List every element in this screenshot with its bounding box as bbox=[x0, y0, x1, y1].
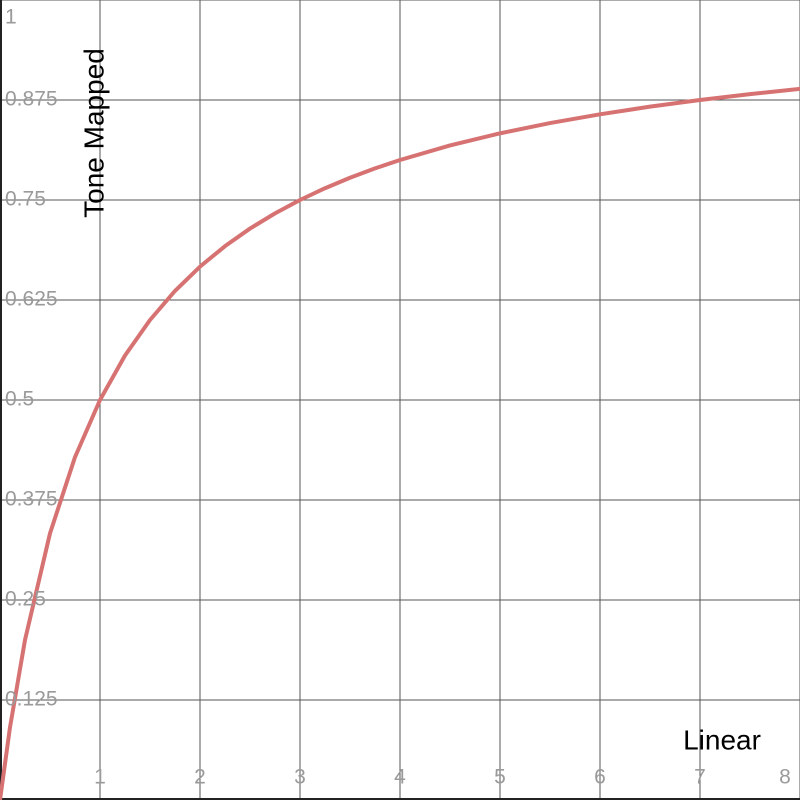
x-tick-label: 4 bbox=[394, 766, 406, 789]
plot bbox=[0, 86, 800, 800]
x-tick-label: 8 bbox=[779, 766, 791, 789]
x-tick-label: 7 bbox=[694, 766, 706, 789]
y-axis-label: Tone Mapped bbox=[78, 48, 109, 218]
x-axis-label: Linear bbox=[683, 724, 761, 755]
x-tick-label: 1 bbox=[94, 766, 106, 789]
y-tick-label: 0.75 bbox=[5, 188, 46, 211]
y-tick-label: 0.625 bbox=[5, 288, 58, 311]
line-series bbox=[0, 86, 800, 800]
x-tick-label: 3 bbox=[294, 766, 306, 789]
x-tick-label: 2 bbox=[194, 766, 206, 789]
labels: Linear Tone Mapped 1 2 3 4 5 6 7 8 0.125 0.25 0.37… bbox=[5, 6, 791, 789]
x-tick-label: 6 bbox=[594, 766, 606, 789]
y-tick-label: 0.25 bbox=[5, 588, 46, 611]
y-tick-label: 1 bbox=[5, 6, 17, 29]
y-tick-label: 0.5 bbox=[5, 388, 34, 411]
y-tick-label: 0.875 bbox=[5, 88, 58, 111]
x-tick-label: 5 bbox=[494, 766, 506, 789]
y-tick-label: 0.375 bbox=[5, 488, 58, 511]
y-tick-label: 0.125 bbox=[5, 688, 58, 711]
